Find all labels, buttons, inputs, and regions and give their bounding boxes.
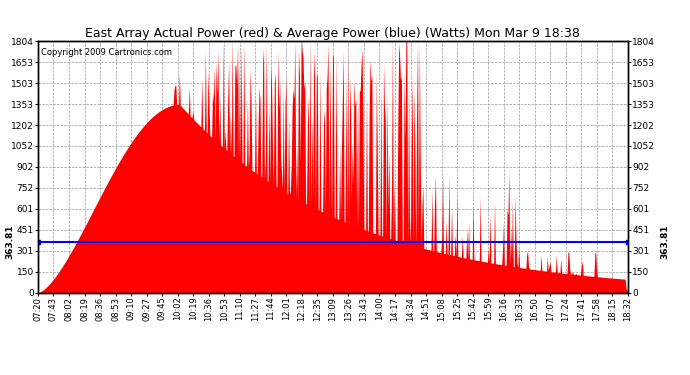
Text: Copyright 2009 Cartronics.com: Copyright 2009 Cartronics.com [41,48,172,57]
Title: East Array Actual Power (red) & Average Power (blue) (Watts) Mon Mar 9 18:38: East Array Actual Power (red) & Average … [86,27,580,40]
Text: 363.81: 363.81 [660,225,669,259]
Text: 363.81: 363.81 [6,225,14,259]
